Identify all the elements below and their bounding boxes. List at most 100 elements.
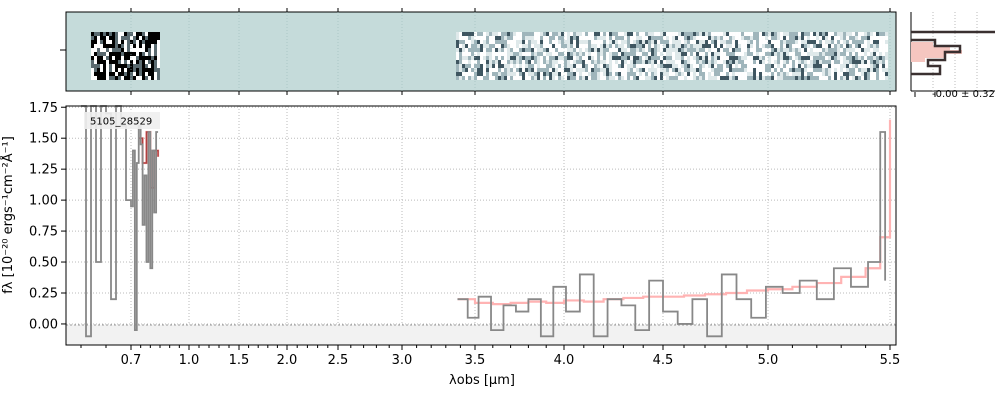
- spectrum-2d-pixel: [741, 76, 745, 80]
- spectrum-2d-pixel: [145, 40, 148, 44]
- spectrum-2d-pixel: [94, 44, 97, 48]
- spectrum-2d-pixel: [726, 32, 730, 36]
- spectrum-2d-pixel: [495, 52, 499, 56]
- spectrum-2d-pixel: [549, 72, 553, 76]
- spectrum-2d-pixel: [109, 44, 112, 48]
- spectrum-2d-pixel: [97, 56, 100, 60]
- spectrum-2d-pixel: [582, 68, 586, 72]
- spectrum-2d-pixel: [624, 72, 628, 76]
- spectrum-2d-pixel: [648, 52, 652, 56]
- spectrum-2d-pixel: [801, 32, 805, 36]
- spectrum-2d-pixel: [813, 40, 817, 44]
- spectrum-2d-pixel: [819, 76, 823, 80]
- spectrum-2d-pixel: [735, 48, 739, 52]
- spectrum-2d-pixel: [717, 52, 721, 56]
- spectrum-2d-pixel: [663, 52, 667, 56]
- spectrum-2d-pixel: [699, 52, 703, 56]
- spectrum-2d-pixel: [756, 56, 760, 60]
- spectrum-2d-pixel: [828, 48, 832, 52]
- spectrum-2d-pixel: [552, 44, 556, 48]
- spectrum-2d-pixel: [91, 36, 94, 40]
- spectrum-2d-pixel: [492, 76, 496, 80]
- spectrum-2d-pixel: [531, 68, 535, 72]
- spectrum-2d-pixel: [738, 52, 742, 56]
- spectrum-2d-pixel: [519, 52, 523, 56]
- spectrum-2d-pixel: [462, 32, 466, 36]
- spectrum-2d-pixel: [498, 36, 502, 40]
- spectrum-2d-pixel: [157, 52, 160, 56]
- spectrum-2d-pixel: [879, 60, 883, 64]
- y-ticks: 0.000.250.500.751.001.251.501.75: [29, 101, 66, 332]
- spectrum-2d-pixel: [579, 56, 583, 60]
- spectrum-2d-pixel: [759, 68, 763, 72]
- spectrum-2d-pixel: [747, 48, 751, 52]
- spectrum-2d-pixel: [663, 64, 667, 68]
- spectrum-2d-pixel: [684, 60, 688, 64]
- spectrum-2d-pixel: [846, 36, 850, 40]
- spectrum-2d-pixel: [483, 36, 487, 40]
- spectrum-2d-pixel: [795, 76, 799, 80]
- spectrum-2d-pixel: [567, 76, 571, 80]
- spectrum-2d-pixel: [756, 60, 760, 64]
- spectrum-2d-pixel: [570, 68, 574, 72]
- spectrum-2d-pixel: [112, 36, 115, 40]
- spectrum-2d-pixel: [684, 44, 688, 48]
- spectrum-2d-pixel: [606, 36, 610, 40]
- spectrum-2d-pixel: [693, 52, 697, 56]
- spectrum-2d-pixel: [771, 36, 775, 40]
- spectrum-2d-pixel: [780, 36, 784, 40]
- spectrum-2d-pixel: [468, 64, 472, 68]
- spectrum-2d-pixel: [531, 44, 535, 48]
- spectrum-2d-pixel: [492, 52, 496, 56]
- spectrum-2d-pixel: [630, 56, 634, 60]
- spectrum-2d-pixel: [825, 32, 829, 36]
- spectrum-2d-pixel: [873, 68, 877, 72]
- spectrum-2d-pixel: [864, 52, 868, 56]
- spectrum-2d-pixel: [714, 72, 718, 76]
- spectrum-2d-pixel: [468, 56, 472, 60]
- spectrum-2d-pixel: [702, 64, 706, 68]
- spectrum-2d-pixel: [648, 72, 652, 76]
- spectrum-2d-pixel: [666, 48, 670, 52]
- spectrum-2d-pixel: [666, 36, 670, 40]
- spectrum-2d-pixel: [876, 32, 880, 36]
- spectrum-2d-pixel: [735, 32, 739, 36]
- spectrum-2d-pixel: [573, 72, 577, 76]
- spectrum-2d-pixel: [750, 52, 754, 56]
- spectrum-2d-pixel: [804, 60, 808, 64]
- spectrum-2d-pixel: [97, 32, 100, 36]
- spectrum-2d-pixel: [699, 48, 703, 52]
- spectrum-2d-pixel: [489, 44, 493, 48]
- spectrum-2d-pixel: [867, 64, 871, 68]
- spectrum-2d-pixel: [127, 40, 130, 44]
- spectrum-2d-pixel: [465, 32, 469, 36]
- spectrum-2d-pixel: [747, 68, 751, 72]
- spectrum-2d-ticks: [130, 8, 891, 95]
- spectrum-2d-pixel: [94, 48, 97, 52]
- spectrum-2d-pixel: [741, 40, 745, 44]
- spectrum-2d-pixel: [106, 60, 109, 64]
- spectrum-2d-pixel: [813, 52, 817, 56]
- spectrum-2d-pixel: [109, 72, 112, 76]
- spectrum-2d-pixel: [459, 64, 463, 68]
- spectrum-2d-pixel: [759, 56, 763, 60]
- spectrum-2d-pixel: [94, 72, 97, 76]
- spectrum-2d-pixel: [477, 64, 481, 68]
- spectrum-2d-pixel: [474, 72, 478, 76]
- spectrum-2d-pixel: [765, 76, 769, 80]
- spectrum-2d-pixel: [759, 76, 763, 80]
- spectrum-2d-pixel: [112, 76, 115, 80]
- spectrum-2d-pixel: [717, 32, 721, 36]
- spectrum-2d-pixel: [861, 72, 865, 76]
- spectrum-2d-pixel: [609, 44, 613, 48]
- spectrum-2d-pixel: [513, 76, 517, 80]
- spectrum-2d-pixel: [576, 36, 580, 40]
- spectrum-2d-pixel: [94, 60, 97, 64]
- spectrum-2d-pixel: [489, 36, 493, 40]
- model-line: [138, 119, 892, 306]
- spectrum-2d-pixel: [687, 76, 691, 80]
- spectrum-2d-pixel: [795, 68, 799, 72]
- spectrum-2d-pixel: [666, 52, 670, 56]
- spectrum-2d-pixel: [492, 36, 496, 40]
- spectrum-2d-pixel: [687, 56, 691, 60]
